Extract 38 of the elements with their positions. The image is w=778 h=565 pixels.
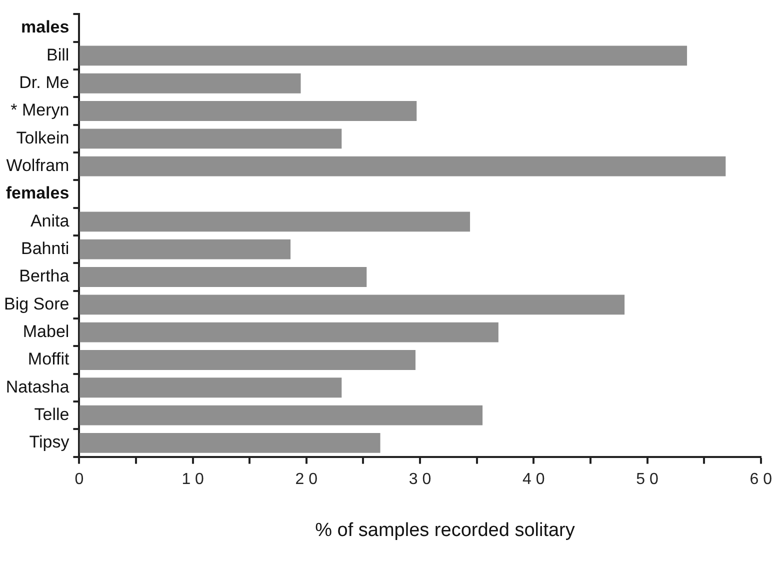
y-tick-label: Telle xyxy=(34,404,70,424)
y-tick-label: Mabel xyxy=(22,322,70,342)
y-tick-label: Wolfram xyxy=(6,156,70,176)
x-tick-label: 2 0 xyxy=(295,470,318,488)
bar xyxy=(80,350,416,370)
x-tick-label: 4 0 xyxy=(522,470,545,488)
bar xyxy=(80,128,342,149)
bar xyxy=(80,239,291,260)
y-tick-label: Bill xyxy=(46,45,70,64)
y-tick-label: Natasha xyxy=(6,377,70,396)
x-tick-label: 3 0 xyxy=(408,470,432,488)
y-tick-label: Dr. Me xyxy=(19,73,70,92)
y-tick-label: Moffit xyxy=(28,350,70,369)
bar xyxy=(80,378,342,398)
bar xyxy=(80,212,470,232)
bar xyxy=(80,433,380,453)
y-tick-label: females xyxy=(6,184,70,203)
x-tick-label: 5 0 xyxy=(636,470,658,488)
x-tick-label: 6 0 xyxy=(750,470,772,488)
y-tick-label: Bahnti xyxy=(21,239,70,258)
bar xyxy=(80,405,483,426)
x-axis-title: % of samples recorded solitary xyxy=(314,520,576,542)
y-tick-label: Tolkein xyxy=(16,128,70,148)
y-tick-label: Bertha xyxy=(19,266,70,286)
bar xyxy=(80,73,301,94)
bar xyxy=(80,322,498,342)
y-tick-label: Tipsy xyxy=(29,432,70,452)
y-tick-label: Anita xyxy=(30,211,70,230)
bar xyxy=(80,101,417,121)
bar xyxy=(80,267,367,287)
x-tick-label: 0 xyxy=(74,470,84,488)
bar xyxy=(80,156,726,176)
x-tick-label: 1 0 xyxy=(182,470,204,488)
bar xyxy=(80,46,688,66)
y-tick-label: * Meryn xyxy=(10,100,70,120)
y-tick-label: Big Sore xyxy=(4,294,70,314)
y-tick-label: males xyxy=(21,18,70,37)
bar xyxy=(80,294,625,315)
